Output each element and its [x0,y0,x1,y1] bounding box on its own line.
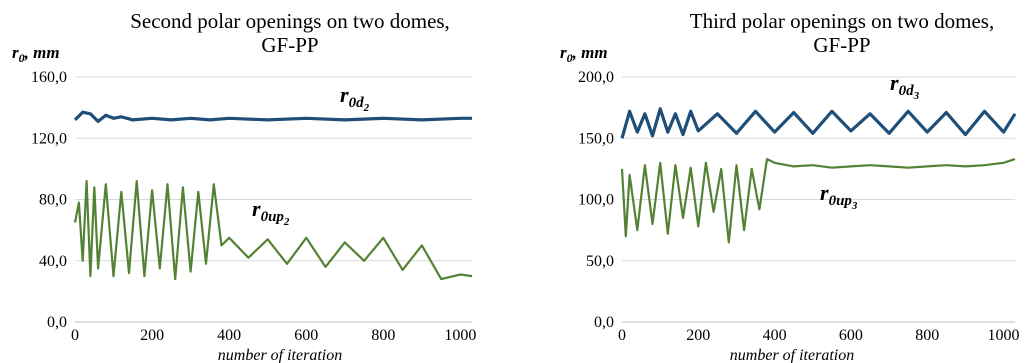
series-label-r0d2: r0d2 [340,82,370,114]
x-tick-label: 400 [763,327,787,344]
y-axis-label: r0, mm [560,43,608,65]
x-tick-label: 1000 [444,327,476,344]
x-axis-label: number of iteration [218,347,342,363]
x-tick-label: 600 [839,327,863,344]
x-tick-label: 800 [915,327,939,344]
y-tick-label: 150,0 [578,130,614,147]
x-tick-label: 400 [217,327,241,344]
y-tick-label: 80,0 [39,192,67,209]
chart-second-polar-openings: Second polar openings on two domes, GF-P… [0,0,505,363]
series-label-r0d3: r0d3 [890,70,920,102]
chart-title-line1: Third polar openings on two domes, [690,9,994,33]
series-line-r0up2 [73,180,473,281]
chart-title-line2: GF-PP [813,33,870,57]
x-tick-label: 0 [71,327,79,344]
y-tick-label: 160,0 [31,69,67,86]
y-tick-label: 50,0 [586,253,614,270]
x-tick-label: 600 [294,327,318,344]
chart-third-polar-openings: Third polar openings on two domes, GF-PP… [530,0,1027,363]
x-axis-label: number of iteration [730,347,854,363]
x-tick-label: 0 [618,327,626,344]
x-tick-label: 800 [371,327,395,344]
y-axis-label: r0, mm [12,43,60,65]
y-tick-label: 120,0 [31,130,67,147]
x-tick-label: 200 [140,327,164,344]
series-line-r0d3 [620,107,1017,139]
y-tick-label: 0,0 [47,314,67,331]
y-tick-label: 200,0 [578,69,614,86]
series-label-r0up2: r0up2 [252,196,290,228]
chart-title-line2: GF-PP [261,33,318,57]
series-line-r0up3 [620,158,1016,244]
y-tick-label: 0,0 [594,314,614,331]
chart-svg-right: Third polar openings on two domes, GF-PP… [560,9,1020,363]
x-tick-label: 200 [686,327,710,344]
y-tick-label: 100,0 [578,192,614,209]
y-tick-label: 40,0 [39,253,67,270]
series-label-r0up3: r0up3 [820,180,858,212]
chart-title-line1: Second polar openings on two domes, [130,9,450,33]
series-line-r0d2 [73,110,472,124]
x-tick-label: 1000 [988,327,1020,344]
chart-svg-left: Second polar openings on two domes, GF-P… [12,9,476,363]
